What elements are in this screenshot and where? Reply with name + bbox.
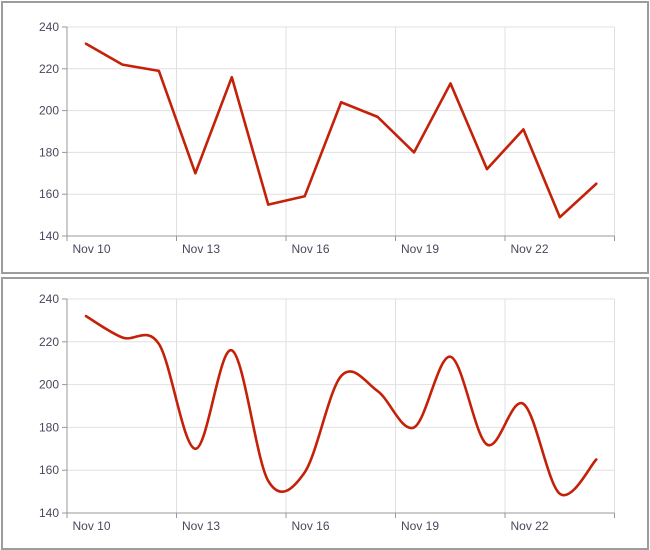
y-axis-tick-label: 240 — [39, 20, 59, 34]
y-axis-tick-label: 200 — [39, 378, 59, 392]
x-axis-tick-label: Nov 19 — [401, 242, 439, 256]
y-axis-tick-label: 160 — [39, 463, 59, 477]
x-axis-tick-label: Nov 22 — [510, 242, 548, 256]
y-axis-tick-label: 140 — [39, 229, 59, 243]
y-axis-tick-label: 180 — [39, 145, 59, 159]
x-axis-tick-label: Nov 16 — [291, 242, 329, 256]
line-series — [84, 42, 598, 219]
spline-chart-panel: 140 160 180 200 220 240 Nov 10 Nov 13 Nov 16 Nov … — [1, 277, 649, 550]
spline-series — [84, 314, 598, 497]
y-axis-tick-label: 240 — [39, 292, 59, 306]
line-chart-panel: 140 160 180 200 220 240 Nov 10 Nov 13 Nov 16 Nov … — [1, 1, 649, 274]
y-axis-tick-label: 140 — [39, 506, 59, 520]
x-axis-tick-label: Nov 13 — [182, 519, 220, 533]
y-axis-tick-label: 180 — [39, 420, 59, 434]
x-axis-tick-label: Nov 19 — [401, 519, 439, 533]
spline-chart-canvas[interactable]: 140 160 180 200 220 240 Nov 10 Nov 13 Nov 16 Nov … — [3, 279, 647, 548]
y-axis-tick-label: 220 — [39, 335, 59, 349]
x-axis-tick-label: Nov 10 — [72, 242, 110, 256]
y-axis-tick-label: 200 — [39, 104, 59, 118]
x-axis-tick-label: Nov 13 — [182, 242, 220, 256]
x-axis-tick-label: Nov 10 — [72, 519, 110, 533]
x-axis-tick-label: Nov 16 — [291, 519, 329, 533]
y-axis-tick-label: 160 — [39, 187, 59, 201]
line-chart-canvas[interactable]: 140 160 180 200 220 240 Nov 10 Nov 13 Nov 16 Nov … — [3, 3, 647, 272]
x-axis-tick-label: Nov 22 — [510, 519, 548, 533]
y-axis-tick-label: 220 — [39, 62, 59, 76]
